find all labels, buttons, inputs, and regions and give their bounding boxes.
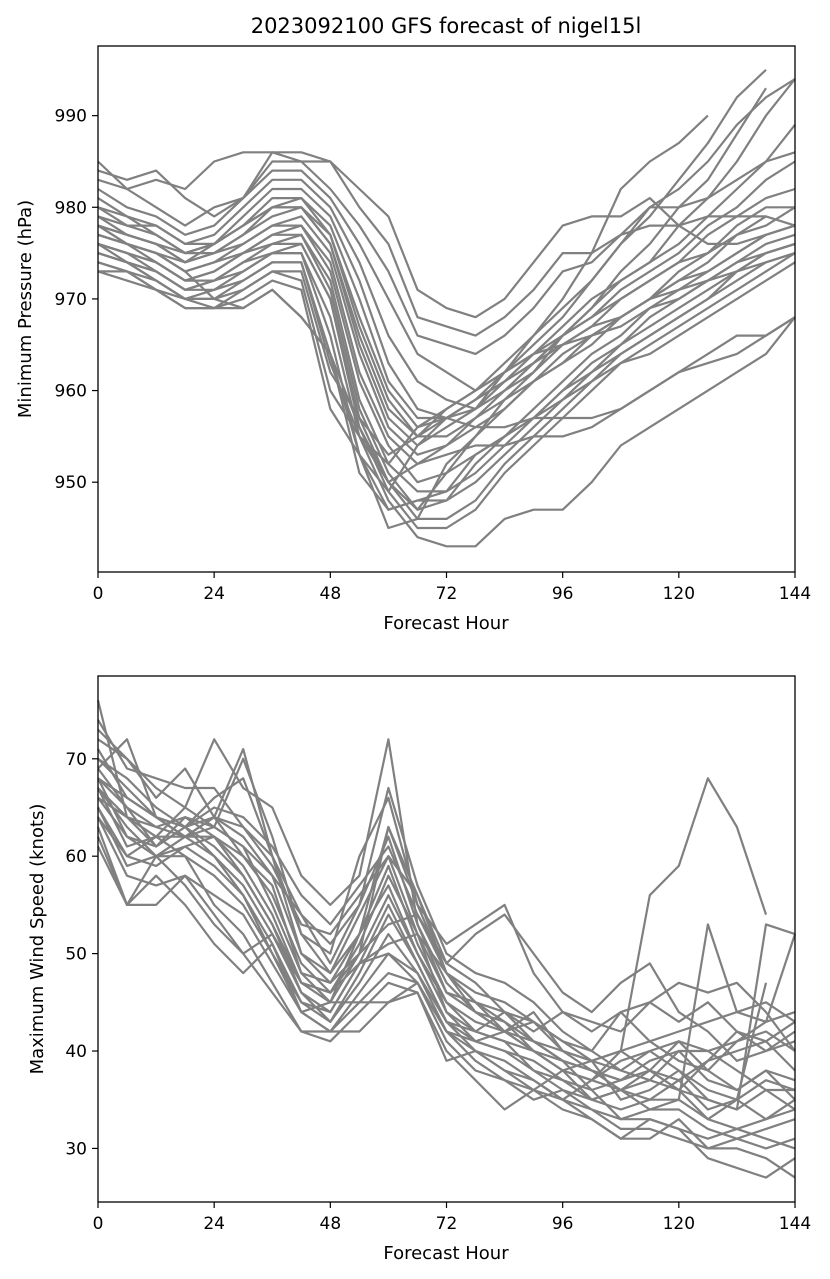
wind-series-line-2	[97, 719, 796, 1053]
wind-y-tick-label: 60	[65, 847, 87, 867]
pressure-plot: 0 24 48 72 96 120 144 950 960 970 980 990 Forecast …	[15, 45, 812, 634]
pressure-series-line-27	[97, 206, 796, 511]
wind-series-group	[96, 700, 797, 1179]
pressure-series-line-21	[97, 252, 796, 511]
pressure-axes-ticks: 0 24 48 72 96 120 144 950 960 970 980 990	[55, 107, 812, 604]
wind-x-tick-label: 96	[552, 1214, 574, 1234]
pressure-y-tick-label: 990	[55, 107, 87, 127]
pressure-x-tick-label: 0	[93, 584, 104, 604]
pressure-x-tick-label: 24	[203, 584, 225, 604]
wind-y-axis-label: Maximum Wind Speed (knots)	[27, 804, 48, 1075]
wind-axes-ticks: 0 24 48 72 96 120 144 30 40 50 60 70	[65, 750, 811, 1234]
wind-series-line-20	[96, 826, 796, 1111]
wind-series-line-24	[97, 787, 768, 1121]
wind-x-tick-label: 48	[320, 1214, 342, 1234]
pressure-x-axis-label: Forecast Hour	[383, 613, 509, 634]
pressure-y-tick-label: 950	[55, 473, 87, 493]
pressure-series-line-1	[97, 151, 767, 319]
wind-x-tick-label: 0	[93, 1214, 104, 1234]
chart-title: 2023092100 GFS forecast of nigel15l	[251, 14, 642, 38]
pressure-series-line-5	[97, 114, 709, 410]
wind-series-line-22	[97, 846, 796, 1111]
wind-x-tick-label: 144	[779, 1214, 811, 1234]
wind-series-line-21	[96, 836, 797, 1111]
pressure-series-line-2	[97, 160, 766, 337]
pressure-x-tick-label: 96	[552, 584, 574, 604]
pressure-y-tick-label: 980	[55, 198, 87, 218]
pressure-y-tick-label: 970	[55, 290, 87, 310]
pressure-y-axis-label: Minimum Pressure (hPa)	[15, 200, 36, 418]
wind-y-tick-label: 30	[65, 1139, 87, 1159]
pressure-series-line-19	[97, 242, 796, 548]
wind-series-line-19	[97, 816, 796, 1111]
wind-axes-frame	[97, 675, 796, 1203]
pressure-series-line-26	[97, 242, 796, 530]
pressure-series-group	[97, 69, 796, 548]
wind-x-tick-label: 24	[203, 1214, 225, 1234]
wind-y-tick-label: 40	[65, 1042, 87, 1062]
pressure-y-tick-label: 960	[55, 382, 87, 402]
wind-y-tick-label: 50	[65, 945, 87, 965]
wind-x-axis-label: Forecast Hour	[383, 1243, 509, 1264]
pressure-x-tick-label: 72	[436, 584, 458, 604]
wind-x-tick-label: 72	[436, 1214, 458, 1234]
wind-x-tick-label: 120	[663, 1214, 695, 1234]
pressure-x-tick-label: 48	[320, 584, 342, 604]
pressure-x-tick-label: 120	[663, 584, 695, 604]
wind-series-line-18	[97, 816, 796, 1101]
pressure-x-tick-label: 144	[779, 584, 811, 604]
pressure-series-line-4	[97, 78, 796, 392]
pressure-axes-frame	[97, 45, 796, 573]
wind-y-tick-label: 70	[65, 750, 87, 770]
